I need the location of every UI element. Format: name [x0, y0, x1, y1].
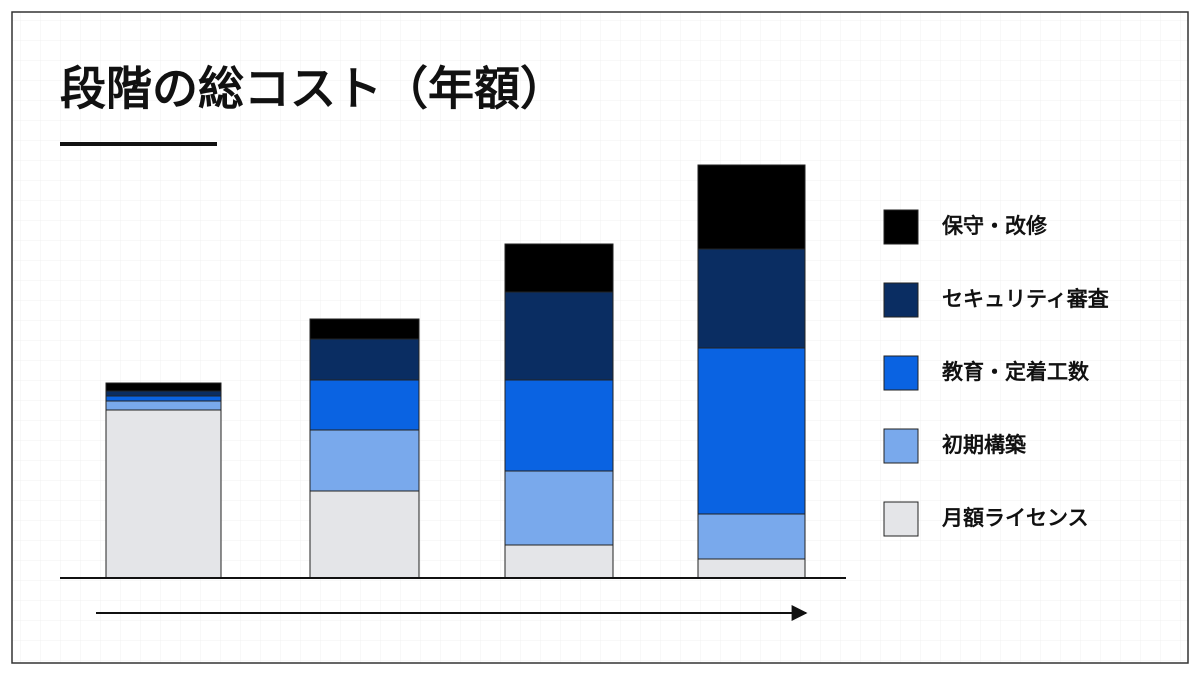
legend-label: セキュリティ審査 — [942, 287, 1109, 311]
legend-label: 月額ライセンス — [941, 506, 1089, 530]
bar-segment — [504, 379, 614, 472]
bar-segment — [309, 429, 420, 492]
legend-swatch — [883, 209, 919, 245]
bar-segment — [105, 382, 222, 392]
bar-segment — [309, 338, 420, 381]
chart-title: 段階の総コスト（年額） — [60, 62, 566, 116]
legend-swatch — [883, 501, 919, 537]
bar-segment — [697, 513, 806, 560]
bar-segment — [504, 470, 614, 546]
legend-label: 教育・定着工数 — [942, 360, 1090, 384]
bar-segment — [309, 318, 420, 340]
bar-segment — [697, 347, 806, 515]
bar-segment — [504, 243, 614, 293]
legend-swatch — [883, 355, 919, 391]
bar-segment — [504, 544, 614, 579]
legend-label: 保守・改修 — [941, 214, 1048, 238]
legend-swatch — [883, 428, 919, 464]
legend-label: 初期構築 — [942, 433, 1027, 457]
bar-segment — [697, 164, 806, 250]
bar-segment — [105, 409, 222, 579]
bar-segment — [504, 291, 614, 381]
bar-segment — [309, 490, 420, 579]
bar-segment — [697, 248, 806, 349]
bar-segment — [105, 390, 222, 397]
bar-segment — [105, 395, 222, 402]
bar-segment — [105, 400, 222, 411]
legend-swatch — [883, 282, 919, 318]
bar-segment — [697, 558, 806, 579]
bar-segment — [309, 379, 420, 431]
